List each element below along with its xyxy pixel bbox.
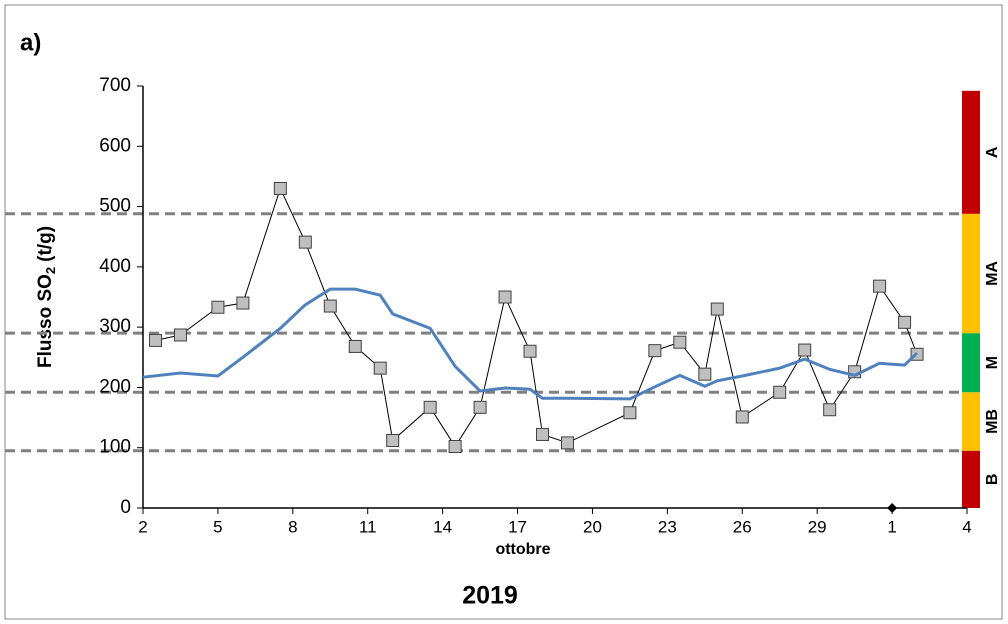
y-tick-label: 0: [120, 497, 131, 518]
data-point: [148, 333, 162, 347]
x-tick-label: 1: [887, 517, 896, 536]
x-tick-label: 29: [808, 517, 827, 536]
x-tick-label: 2: [138, 517, 147, 536]
y-tick-label: 400: [99, 256, 131, 277]
x-tick-label: 17: [508, 517, 527, 536]
data-point: [448, 440, 462, 454]
data-point: [473, 400, 487, 414]
panel-label: a): [20, 29, 41, 56]
data-point: [373, 361, 387, 375]
x-tick-label: 5: [213, 517, 222, 536]
data-point: [710, 302, 724, 316]
data-point: [673, 335, 687, 349]
x-tick-label: 4: [962, 517, 971, 536]
data-point: [536, 427, 550, 441]
data-point: [236, 296, 250, 310]
data-point: [348, 339, 362, 353]
data-point: [211, 300, 225, 314]
data-point: [323, 299, 337, 313]
data-point: [498, 290, 512, 304]
data-point: [698, 367, 712, 381]
data-point: [873, 279, 887, 293]
x-tick-label: 14: [433, 517, 452, 536]
data-point: [623, 406, 637, 420]
data-point: [823, 403, 837, 417]
axis-marker: [887, 503, 898, 513]
y-tick-label: 700: [99, 75, 131, 96]
level-band: [962, 213, 980, 334]
data-point: [898, 315, 912, 329]
level-band: [962, 90, 980, 214]
x-tick-label: 20: [583, 517, 602, 536]
y-tick-label: 100: [99, 437, 131, 458]
level-band: [962, 392, 980, 451]
y-tick-label: 200: [99, 376, 131, 397]
data-point: [773, 385, 787, 399]
y-tick-label: 600: [99, 135, 131, 156]
x-tick-label: 26: [733, 517, 752, 536]
level-label: MA: [984, 261, 1001, 286]
y-tick-label: 500: [99, 196, 131, 217]
y-tick-label: 300: [99, 316, 131, 337]
data-point: [798, 343, 812, 357]
y-label-sub: 2: [43, 267, 58, 274]
y-label-unit: (t/g): [35, 226, 56, 262]
frame: [4, 4, 1003, 620]
data-point: [386, 433, 400, 447]
y-axis-label: Flusso SO2 (t/g): [35, 226, 58, 368]
y-label-main: Flusso SO: [35, 274, 56, 368]
data-point: [423, 400, 437, 414]
level-label: A: [984, 146, 1001, 158]
level-label: B: [984, 474, 1001, 486]
chart-title: 2019: [462, 582, 518, 610]
data-point: [648, 344, 662, 358]
x-tick-label: 8: [288, 517, 297, 536]
x-tick-label: 11: [359, 517, 377, 536]
data-point: [735, 410, 749, 424]
data-point: [523, 344, 537, 358]
level-band: [962, 450, 980, 508]
average-line: [142, 287, 919, 401]
x-axis-label: ottobre: [495, 541, 550, 558]
level-label: M: [984, 356, 1001, 369]
level-band: [962, 333, 980, 393]
x-tick-label: 23: [658, 517, 677, 536]
data-point: [560, 436, 574, 450]
data-point: [173, 328, 187, 342]
data-point: [298, 235, 312, 249]
data-point: [273, 181, 287, 195]
level-label: MB: [984, 409, 1001, 434]
